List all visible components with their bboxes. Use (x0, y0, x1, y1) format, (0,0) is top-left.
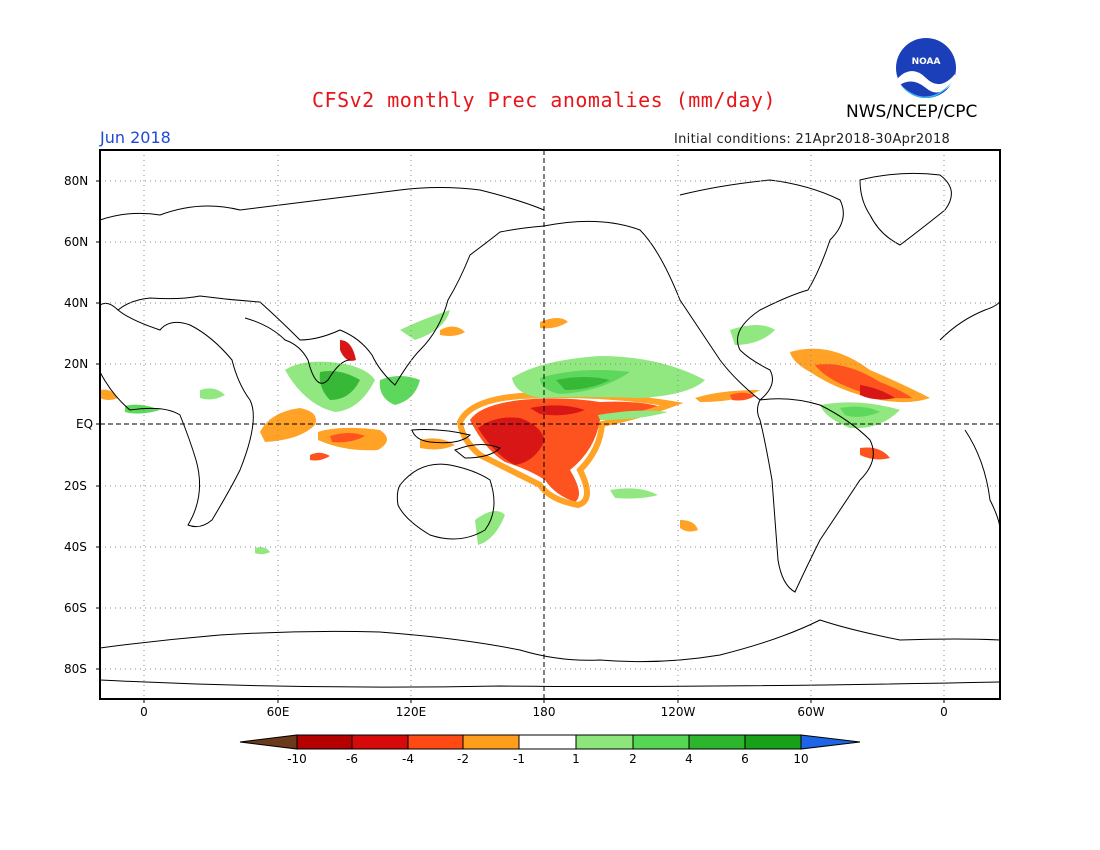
lat-label-40s: 40S (64, 540, 87, 554)
lat-label-60s: 60S (64, 601, 87, 615)
lat-label-80n: 80N (64, 174, 89, 188)
lat-label-20n: 20N (64, 357, 89, 371)
colorbar-label-10: 10 (793, 752, 809, 766)
lon-label-120w: 120W (660, 705, 696, 719)
lon-label-0: 0 (140, 705, 148, 719)
lon-label-60e: 60E (266, 705, 290, 719)
colorbar-label-m10: -10 (287, 752, 307, 766)
lat-label-80s: 80S (64, 662, 87, 676)
colorbar-label-m4: -4 (402, 752, 414, 766)
colorbar-label-m6: -6 (346, 752, 358, 766)
lat-label-20s: 20S (64, 479, 87, 493)
coastlines (100, 172, 1000, 688)
colorbar-label-2: 2 (629, 752, 637, 766)
colorbar-label-4: 4 (685, 752, 693, 766)
lon-label-60w: 60W (797, 705, 825, 719)
initial-conditions: Initial conditions: 21Apr2018-30Apr2018 (674, 132, 951, 147)
graticule (100, 150, 1000, 699)
lon-label-120e: 120E (395, 705, 427, 719)
lat-label-eq: EQ (76, 417, 94, 431)
north-america-coast (543, 179, 844, 401)
map-title: CFSv2 monthly Prec anomalies (mm/day) (312, 88, 777, 112)
anomaly-shading (100, 310, 930, 555)
lon-label-0-east: 0 (940, 705, 948, 719)
lat-label-40n: 40N (64, 296, 89, 310)
colorbar-label-m1: -1 (513, 752, 525, 766)
colorbar-label-m2: -2 (457, 752, 469, 766)
colorbar-label-6: 6 (741, 752, 749, 766)
lat-label-60n: 60N (64, 235, 89, 249)
colorbar-label-1: 1 (572, 752, 580, 766)
antarctica-coast (100, 619, 1000, 663)
dry-anomaly-indian-ocean (260, 408, 316, 442)
australia-coast (396, 463, 495, 540)
south-america-coast (757, 398, 874, 593)
dry-anomaly-core (478, 417, 545, 465)
forecast-month: Jun 2018 (100, 128, 171, 147)
lon-label-180: 180 (532, 705, 556, 719)
agency-label: NWS/NCEP/CPC (846, 102, 978, 122)
